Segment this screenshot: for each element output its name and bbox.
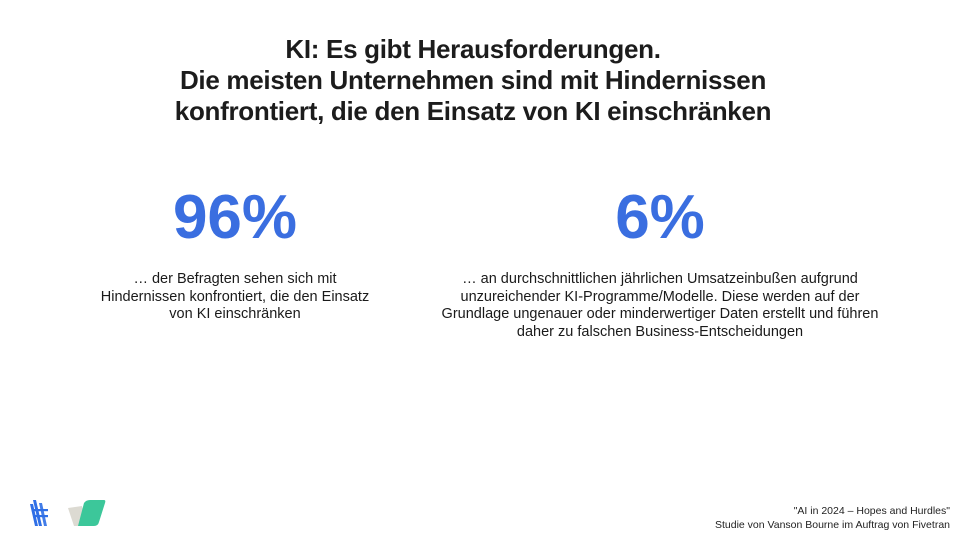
stat-block-revenue-loss: 6% … an durchschnittlichen jährlichen Um… xyxy=(440,186,880,341)
stat-description: … der Befragten sehen sich mit Hindernis… xyxy=(100,271,370,322)
source-publisher: Studie von Vanson Bourne im Auftrag von … xyxy=(714,519,950,531)
stat-value: 6% xyxy=(615,183,705,252)
page-title: KI: Es gibt Herausforderungen. Die meist… xyxy=(0,34,946,127)
title-line: KI: Es gibt Herausforderungen. xyxy=(285,34,661,64)
source-title: "AI in 2024 – Hopes and Hurdles" xyxy=(793,505,950,517)
source-citation: "AI in 2024 – Hopes and Hurdles" Studie … xyxy=(715,504,950,532)
partner-logo xyxy=(68,500,106,526)
stat-value: 96% xyxy=(172,183,298,252)
fivetran-logo xyxy=(30,500,48,526)
stat-block-obstacles: 96% … der Befragten sehen sich mit Hinde… xyxy=(90,186,380,324)
title-line: konfrontiert, die den Einsatz von KI ein… xyxy=(174,96,772,126)
stat-description: … an durchschnittlichen jährlichen Umsat… xyxy=(441,271,879,340)
title-line: Die meisten Unternehmen sind mit Hindern… xyxy=(179,65,767,95)
